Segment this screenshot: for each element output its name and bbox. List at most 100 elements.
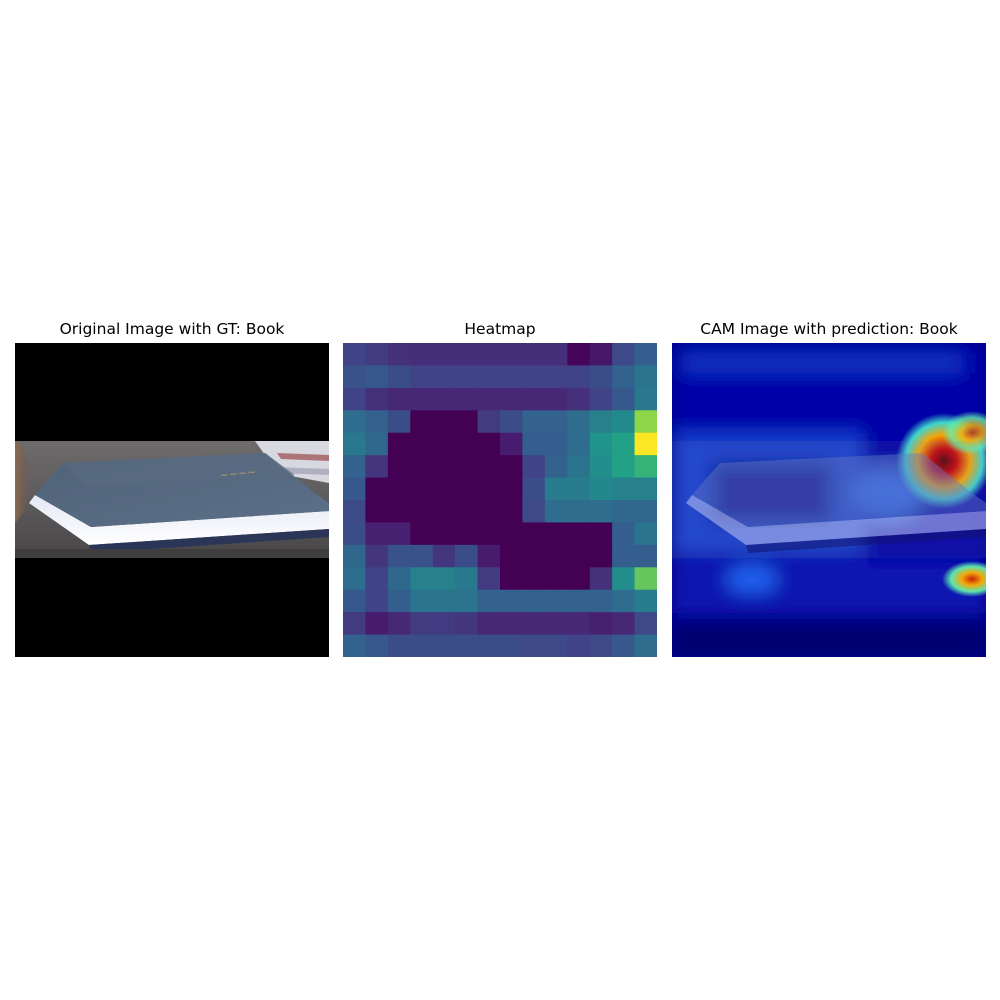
heatmap-cell [365, 343, 389, 366]
heatmap-cell [544, 522, 568, 546]
heatmap-cell [432, 500, 456, 523]
heatmap-cell [365, 589, 389, 613]
heatmap-cell [500, 410, 523, 434]
heatmap-cell [387, 500, 411, 523]
heatmap-cell [612, 455, 636, 479]
heatmap-cell [410, 387, 434, 411]
heatmap-cell [343, 522, 366, 546]
heatmap-cell [432, 455, 456, 479]
heatmap-cell [343, 612, 366, 636]
heatmap-cell [343, 567, 366, 591]
heatmap-cell [410, 522, 434, 546]
heatmap-cell [410, 544, 434, 568]
heatmap-cell [365, 544, 389, 568]
heatmap-cell [567, 500, 591, 523]
heatmap-cell [544, 387, 568, 411]
heatmap-cell [544, 544, 568, 568]
heatmap-cell [410, 500, 434, 523]
heatmap-cell [477, 387, 501, 411]
heatmap-cell [477, 343, 501, 366]
heatmap-cell [544, 410, 568, 434]
heatmap-cell [567, 455, 591, 479]
heatmap-cell [432, 544, 456, 568]
heatmap-cell [432, 365, 456, 389]
heatmap-cell [522, 544, 546, 568]
svg-text:~~~~: ~~~~ [219, 465, 257, 482]
heatmap-cell [589, 634, 613, 657]
heatmap-cell [544, 634, 568, 657]
heatmap-cell [365, 500, 389, 523]
heatmap-cell [410, 612, 434, 636]
heatmap-cell [634, 477, 657, 501]
heatmap-cell [522, 410, 546, 434]
heatmap-cell [522, 455, 546, 479]
heatmap-cell [634, 343, 657, 366]
heatmap-cell [387, 567, 411, 591]
heatmap-cell [612, 567, 636, 591]
heatmap-cell [477, 477, 501, 501]
heatmap-cell [432, 589, 456, 613]
heatmap-cell [343, 410, 366, 434]
heatmap-cell [634, 567, 657, 591]
heatmap-cell [455, 634, 479, 657]
heatmap-cell [387, 455, 411, 479]
heatmap-cell [589, 567, 613, 591]
heatmap-cell [522, 567, 546, 591]
heatmap-cell [365, 365, 389, 389]
heatmap-cell [612, 343, 636, 366]
heatmap-cell [567, 567, 591, 591]
heatmap-cell [522, 387, 546, 411]
original-image: ~~~~ [15, 343, 329, 657]
heatmap-cell [634, 544, 657, 568]
heatmap-cell [477, 612, 501, 636]
heatmap-cell [343, 365, 366, 389]
heatmap-cell [612, 522, 636, 546]
cam-image-title: CAM Image with prediction: Book [700, 320, 958, 338]
heatmap-cell [455, 612, 479, 636]
heatmap-cell [410, 455, 434, 479]
heatmap-cell [455, 544, 479, 568]
heatmap-cell [343, 634, 366, 657]
heatmap-cell [612, 365, 636, 389]
heatmap-cell [365, 634, 389, 657]
heatmap-cell [387, 432, 411, 456]
heatmap-cell [544, 365, 568, 389]
original-image-title: Original Image with GT: Book [59, 320, 285, 338]
heatmap-cell [365, 455, 389, 479]
heatmap-cell [500, 455, 523, 479]
heatmap-cell [387, 522, 411, 546]
heatmap-cell [634, 589, 657, 613]
heatmap-cell [343, 343, 366, 366]
heatmap-cell [477, 634, 501, 657]
heatmap-cell [589, 544, 613, 568]
heatmap-cell [455, 567, 479, 591]
heatmap-cell [589, 522, 613, 546]
heatmap-cell [544, 455, 568, 479]
heatmap-cell [365, 567, 389, 591]
heatmap-cell [365, 387, 389, 411]
heatmap-cell [500, 544, 523, 568]
heatmap-cell [522, 612, 546, 636]
heatmap-cell [343, 544, 366, 568]
heatmap-cell [634, 365, 657, 389]
heatmap-cell [500, 589, 523, 613]
heatmap-cell [522, 522, 546, 546]
heatmap-cell [343, 500, 366, 523]
heatmap-cell [634, 387, 657, 411]
heatmap-cell [387, 612, 411, 636]
heatmap-cell [387, 365, 411, 389]
heatmap-cell [477, 522, 501, 546]
heatmap-cell [500, 522, 523, 546]
heatmap-cell [612, 432, 636, 456]
heatmap-cell [477, 589, 501, 613]
heatmap-cell [477, 544, 501, 568]
heatmap-cell [455, 589, 479, 613]
heatmap-cell [477, 432, 501, 456]
heatmap-cell [455, 343, 479, 366]
heatmap-cell [500, 612, 523, 636]
heatmap-cell [455, 410, 479, 434]
heatmap-cell [432, 343, 456, 366]
heatmap-cell [589, 387, 613, 411]
heatmap-cell [634, 522, 657, 546]
heatmap-cell [365, 612, 389, 636]
